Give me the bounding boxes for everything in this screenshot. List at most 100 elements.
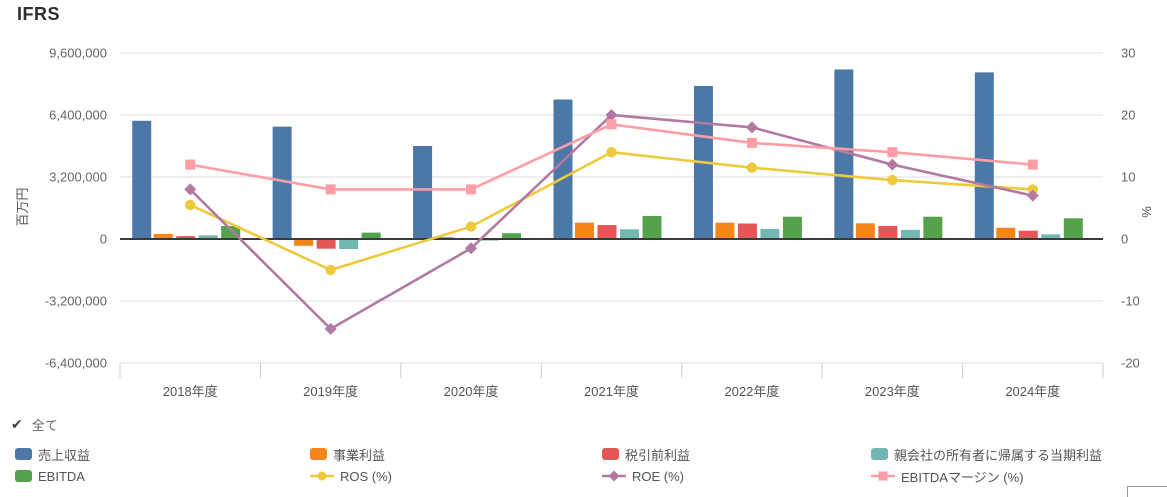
legend-select-all[interactable]: ✔ 全て [11, 415, 58, 433]
legend-item-bar-1[interactable]: 事業利益 [310, 446, 386, 463]
right-axis-title: % [1139, 206, 1154, 218]
bar-series4-year2021[interactable] [642, 215, 662, 239]
marker-square-year2022[interactable] [746, 137, 757, 148]
marker-square-year2019[interactable] [325, 184, 336, 195]
marker-diamond-year2021[interactable] [605, 109, 618, 121]
bar-series3-year2024[interactable] [1041, 234, 1061, 239]
left-axis-tick-label: 9,600,000 [49, 46, 107, 61]
marker-diamond-year2023[interactable] [886, 158, 899, 171]
legend-item-label: 事業利益 [333, 447, 386, 463]
x-axis-label-2024: 2024年度 [1005, 384, 1060, 399]
marker-circle-year2018[interactable] [185, 199, 196, 211]
legend-item-label: EBITDA [38, 468, 85, 484]
marker-circle-year2021[interactable] [606, 147, 617, 158]
left-axis-tick-label: -6,400,000 [45, 356, 107, 371]
legend-item-bar-0[interactable]: 売上収益 [15, 446, 90, 463]
left-axis-tick-label: -3,200,000 [45, 294, 107, 309]
legend-item-line-6[interactable]: ROE (%) [602, 468, 684, 484]
x-axis-label-2023: 2023年度 [865, 384, 920, 399]
legend-swatch-icon [15, 448, 32, 460]
legend-item-bar-4[interactable]: EBITDA [15, 468, 85, 484]
marker-square-year2024[interactable] [1027, 159, 1038, 170]
right-axis-tick-label: 10 [1121, 170, 1135, 185]
bar-series1-year2021[interactable] [575, 222, 594, 239]
legend-diamond-marker-icon [602, 470, 626, 482]
legend-item-label: EBITDAマージン (%) [901, 469, 1024, 485]
x-axis-label-2022: 2022年度 [724, 384, 779, 399]
bar-series1-year2018[interactable] [153, 233, 173, 239]
marker-diamond-year2022[interactable] [745, 121, 758, 134]
left-axis-tick-label: 0 [100, 232, 107, 247]
bar-series3-year2019[interactable] [339, 239, 359, 250]
bar-series4-year2022[interactable] [782, 216, 802, 239]
legend-swatch-icon [15, 470, 32, 482]
bar-series4-year2024[interactable] [1063, 218, 1083, 239]
legend-swatch-icon [310, 448, 327, 460]
bar-series1-year2024[interactable] [996, 227, 1016, 239]
legend-item-bar-3[interactable]: 親会社の所有者に帰属する当期利益 [871, 446, 1103, 463]
right-axis-tick-label: 30 [1121, 46, 1135, 61]
legend-swatch-icon [871, 448, 888, 460]
check-icon: ✔ [11, 416, 23, 432]
marker-square-year2020[interactable] [466, 184, 477, 195]
bar-series0-year2018[interactable] [132, 120, 152, 239]
marker-circle-year2020[interactable] [465, 221, 477, 232]
legend-item-line-5[interactable]: ROS (%) [310, 468, 392, 484]
legend-item-label: 親会社の所有者に帰属する当期利益 [894, 447, 1103, 463]
line-series-0 [189, 150, 1033, 272]
legend-all-label: 全て [31, 417, 58, 433]
bar-series3-year2023[interactable] [900, 229, 920, 239]
marker-circle-year2019[interactable] [325, 264, 336, 276]
marker-square-year2018[interactable] [185, 159, 196, 170]
legend-item-label: ROS (%) [340, 468, 392, 484]
right-axis-tick-label: 20 [1121, 108, 1135, 123]
bar-series0-year2021[interactable] [553, 99, 573, 240]
bar-series0-year2024[interactable] [974, 72, 994, 239]
bar-series0-year2023[interactable] [834, 69, 854, 239]
bar-series3-year2022[interactable] [760, 228, 780, 239]
partial-corner-box[interactable] [1127, 486, 1167, 497]
marker-circle-year2022[interactable] [746, 162, 758, 173]
bar-series2-year2018[interactable] [176, 236, 196, 239]
legend-circle-marker-icon [310, 471, 334, 481]
bar-series1-year2022[interactable] [715, 222, 735, 239]
right-axis-tick-label: -20 [1121, 356, 1140, 371]
bar-series2-year2021[interactable] [597, 225, 617, 239]
marker-circle-year2024[interactable] [1027, 184, 1038, 195]
left-axis-tick-label: 3,200,000 [49, 170, 107, 185]
marker-square-year2021[interactable] [606, 119, 617, 130]
bar-series3-year2021[interactable] [620, 229, 639, 239]
marker-diamond-year2020[interactable] [465, 242, 478, 255]
left-axis-title: 百万円 [15, 187, 30, 226]
right-axis-tick-label: 0 [1121, 232, 1128, 247]
bar-series0-year2019[interactable] [272, 126, 292, 239]
legend-square-marker-icon [871, 471, 895, 481]
bar-series4-year2019[interactable] [361, 232, 381, 239]
bar-series3-year2018[interactable] [198, 235, 218, 239]
right-axis-tick-label: -10 [1121, 294, 1140, 309]
legend-item-label: ROE (%) [632, 468, 684, 484]
bar-series4-year2023[interactable] [923, 216, 943, 239]
bar-series2-year2022[interactable] [737, 223, 757, 240]
marker-diamond-year2019[interactable] [324, 322, 337, 335]
legend-item-bar-2[interactable]: 税引前利益 [602, 446, 690, 463]
x-axis-label-2020: 2020年度 [444, 384, 499, 399]
bar-series2-year2019[interactable] [316, 239, 336, 249]
x-axis-label-2021: 2021年度 [584, 384, 639, 399]
marker-square-year2023[interactable] [887, 147, 898, 158]
combo-chart: 百万円 % 9,600,000 6,400,000 3,200,000 0 -3,200… [15, 46, 1154, 400]
bar-series2-year2023[interactable] [878, 226, 898, 239]
marker-diamond-year2024[interactable] [1026, 189, 1039, 202]
bar-series1-year2019[interactable] [294, 239, 314, 246]
bar-series1-year2023[interactable] [855, 223, 875, 239]
bar-series0-year2020[interactable] [413, 146, 433, 239]
bar-series4-year2020[interactable] [502, 233, 522, 239]
legend-item-line-7[interactable]: EBITDAマージン (%) [871, 468, 1024, 485]
x-axis-label-2019: 2019年度 [303, 384, 358, 399]
legend-swatch-icon [602, 448, 619, 460]
marker-diamond-year2018[interactable] [184, 183, 197, 196]
marker-circle-year2023[interactable] [887, 174, 898, 186]
bar-series2-year2024[interactable] [1018, 230, 1038, 239]
x-axis-label-2018: 2018年度 [163, 384, 218, 399]
